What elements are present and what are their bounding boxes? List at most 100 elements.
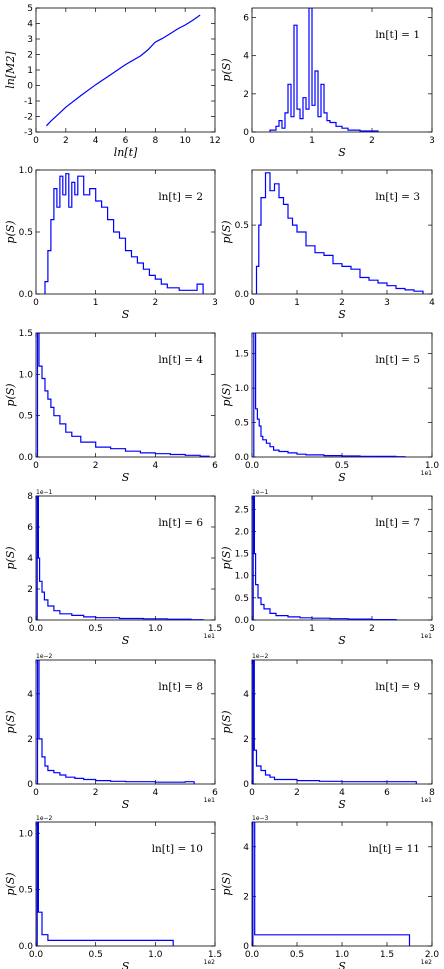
y-axis-label: p(S): [220, 58, 233, 81]
x-offset-label: 1e1: [421, 797, 433, 804]
data-series-1: [37, 822, 173, 946]
x-axis-label: S: [122, 634, 130, 647]
x-tick-label: 2: [294, 788, 300, 798]
x-tick-label: 6: [384, 788, 390, 798]
x-tick-label: 3: [429, 136, 435, 146]
x-tick-label: 2: [93, 461, 99, 471]
y-tick-label: 0: [27, 780, 33, 790]
x-tick-label: 1.0: [148, 624, 163, 634]
chart-panel-2: 0 1 2 30246Sp(S)ln[t] = 1: [220, 8, 435, 159]
y-tick-label: 2: [27, 735, 33, 745]
plot-frame: [252, 8, 432, 132]
x-axis-label: S: [122, 308, 130, 321]
x-axis-label: S: [338, 960, 346, 969]
x-offset-label: 1e2: [421, 959, 433, 966]
x-tick-label: 3: [212, 298, 218, 308]
data-series-1: [253, 822, 410, 946]
y-axis-label: p(S): [220, 872, 233, 895]
data-series-1: [46, 15, 200, 126]
plot-frame: [36, 8, 215, 132]
y-tick-label: 0: [243, 780, 249, 790]
x-tick-label: 0: [33, 136, 39, 146]
x-tick-label: 0.5: [89, 624, 103, 634]
y-tick-label: 0.5: [19, 412, 33, 422]
chart-panel-5: 0 2 4 6 0.0 0.5 1.0 1.5 Sp(S) ln[t] = 4: [4, 329, 218, 484]
x-tick-label: 4: [93, 136, 99, 146]
x-axis-label: S: [338, 146, 346, 159]
y-tick-label: 8: [27, 492, 33, 502]
y-tick-label: 0: [243, 128, 249, 138]
x-tick-label: 0: [33, 788, 39, 798]
data-series-1: [254, 333, 405, 457]
plot-frame: [36, 822, 215, 946]
x-tick-label: 1.0: [148, 950, 163, 960]
y-tick-label: 0.0: [19, 290, 34, 300]
panel-annotation: ln[t] = 5: [375, 354, 420, 366]
y-tick-label: 1.0: [19, 829, 34, 839]
x-tick-label: 10: [179, 136, 191, 146]
x-tick-label: 2: [339, 298, 345, 308]
y-tick-label: 0: [27, 616, 33, 626]
y-axis-label: p(S): [4, 710, 17, 733]
chart-panel-11: 0.0 0.5 1.0 1.50.00.51.0Sp(S)1e21e−2ln[t] =…: [4, 815, 222, 969]
chart-panel-12: 0.0 0.5 1.0 1.5 2.0024Sp(S)1e21e−3ln[t] = 11: [220, 815, 439, 969]
x-tick-label: 8: [152, 136, 158, 146]
y-tick-label: 0.5: [235, 221, 249, 231]
data-series-1: [38, 333, 210, 457]
y-axis-label: p(S): [4, 220, 17, 243]
plot-frame: [252, 496, 432, 620]
chart-panel-8: 0 1 2 30.00.51.01.52.02.5Sp(S)1e11e−1ln[t] …: [220, 489, 435, 647]
y-tick-label: 5: [27, 4, 33, 14]
y-axis-label: p(S): [220, 546, 233, 569]
chart-panel-7: 0.0 0.5 1.0 1.502468Sp(S)1e11e−1ln[t] = 6: [4, 489, 222, 647]
plot-frame: [252, 333, 432, 457]
x-tick-label: 12: [209, 136, 220, 146]
chart-panel-4: 0 1 2 3 40.00.5Sp(S)ln[t] = 3: [220, 170, 435, 321]
y-tick-label: 2.5: [235, 505, 249, 515]
chart-panel-9: 0 2 4 6 0 2 4 Sp(S) 1e1 1e−2 ln[t] = 8: [4, 653, 218, 811]
panel-annotation: ln[t] = 10: [152, 843, 203, 855]
plot-frame: [252, 660, 432, 784]
y-tick-label: 1.0: [19, 370, 34, 380]
y-tick-label: 2: [243, 90, 249, 100]
x-tick-label: 0: [33, 461, 39, 471]
y-axis-label: p(S): [4, 872, 17, 895]
x-axis-label: S: [338, 798, 346, 811]
y-tick-label: 2: [243, 892, 249, 902]
y-tick-label: 0.5: [235, 594, 249, 604]
x-tick-label: 1: [309, 136, 315, 146]
panel-annotation: ln[t] = 1: [375, 29, 420, 41]
x-offset-label: 1e1: [421, 470, 433, 477]
y-tick-label: 0.0: [235, 290, 250, 300]
y-tick-label: 1.0: [235, 384, 250, 394]
y-tick-label: 6: [243, 14, 249, 24]
y-tick-label: 0.5: [19, 228, 33, 238]
y-tick-label: 4: [243, 52, 249, 62]
y-tick-label: 4: [243, 690, 249, 700]
x-tick-label: 1.5: [380, 950, 394, 960]
y-tick-label: 0.5: [235, 419, 249, 429]
chart-panel-3: 0 1 2 3 0.0 0.5 1.0 Sp(S) ln[t] = 2: [4, 166, 218, 321]
y-tick-label: 4: [243, 843, 249, 853]
y-tick-label: 2: [243, 735, 249, 745]
x-axis-label: S: [122, 960, 130, 969]
x-tick-label: 0: [249, 788, 255, 798]
y-axis-label: p(S): [4, 546, 17, 569]
x-axis-label: S: [338, 308, 346, 321]
plot-frame: [252, 822, 432, 946]
y-tick-label: -2: [24, 113, 33, 123]
x-offset-label: 1e1: [421, 633, 433, 640]
chart-panel-6: 0.0 0.5 1.00.00.51.01.5Sp(S)1e1ln[t] = 5: [220, 333, 439, 484]
y-offset-label: 1e−1: [36, 489, 53, 496]
y-tick-label: 1: [27, 66, 33, 76]
y-tick-label: 2: [27, 51, 33, 61]
y-offset-label: 1e−2: [36, 653, 53, 660]
y-tick-label: 1.0: [235, 572, 250, 582]
x-axis-label: S: [338, 634, 346, 647]
y-axis-label: p(S): [220, 383, 233, 406]
x-axis-label: ln[t]: [114, 146, 138, 159]
x-tick-label: 2: [63, 136, 69, 146]
x-tick-label: 6: [123, 136, 129, 146]
y-tick-label: 0.0: [235, 616, 250, 626]
